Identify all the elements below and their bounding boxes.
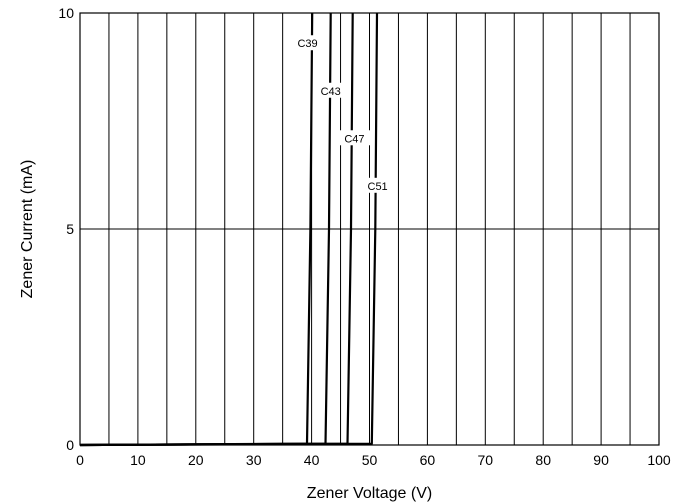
curve-label-c43: C43: [321, 86, 341, 98]
curve-label-bg: [338, 130, 371, 146]
x-axis-ticks: 0 10 20 30 40 50 60 70 80 90 100: [76, 452, 671, 468]
x-tick-label: 90: [593, 452, 609, 468]
grid-lines: [79, 12, 660, 446]
x-tick-label: 30: [246, 452, 262, 468]
y-tick-label: 10: [58, 5, 74, 21]
x-tick-label: 70: [478, 452, 494, 468]
x-axis-label: Zener Voltage (V): [307, 485, 432, 502]
y-axis-ticks: 0 5 10: [58, 5, 74, 453]
y-axis-label: Zener Current (mA): [19, 160, 36, 299]
x-tick-label: 60: [420, 452, 436, 468]
curve-label-c51: C51: [368, 181, 388, 193]
x-tick-label: 20: [188, 452, 204, 468]
x-tick-label: 80: [535, 452, 551, 468]
y-tick-label: 5: [66, 221, 74, 237]
curve-label-bg: [291, 35, 324, 51]
x-tick-label: 40: [304, 452, 320, 468]
curves: C39 C43 C47 C51: [79, 12, 394, 447]
x-tick-label: 0: [76, 452, 84, 468]
x-tick-label: 100: [647, 452, 671, 468]
x-tick-label: 50: [362, 452, 378, 468]
curve-label-bg: [361, 177, 394, 193]
y-tick-label: 0: [66, 437, 74, 453]
x-tick-label: 10: [130, 452, 146, 468]
curve-label-c47: C47: [344, 133, 364, 145]
plot-frame: [79, 12, 660, 446]
curve-label-c39: C39: [297, 38, 317, 50]
curve-c51: [79, 12, 379, 447]
curve-label-bg: [314, 82, 347, 98]
